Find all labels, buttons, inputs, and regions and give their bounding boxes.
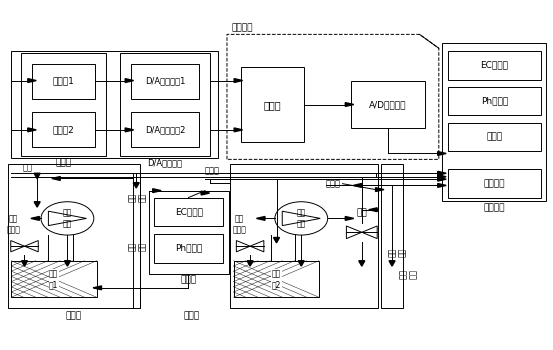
Polygon shape	[201, 191, 210, 195]
Bar	[241, 67, 304, 142]
Polygon shape	[438, 152, 446, 155]
Bar	[11, 51, 218, 158]
Bar	[131, 64, 200, 99]
Polygon shape	[353, 183, 362, 187]
Text: 过滤
器2: 过滤 器2	[272, 270, 281, 289]
Polygon shape	[438, 172, 446, 175]
Text: 变频器1: 变频器1	[53, 77, 74, 86]
Bar	[154, 234, 223, 262]
Polygon shape	[345, 217, 354, 220]
Polygon shape	[298, 261, 304, 266]
Polygon shape	[438, 183, 446, 187]
Text: Ph传感器: Ph传感器	[175, 244, 202, 253]
Bar	[149, 191, 228, 274]
Text: EC测量仪: EC测量仪	[481, 61, 508, 70]
Text: 过滤
器1: 过滤 器1	[49, 270, 59, 289]
Text: 水管: 水管	[22, 163, 32, 172]
Text: 吸肥
液泵: 吸肥 液泵	[63, 209, 72, 228]
Text: 控制系统: 控制系统	[231, 24, 253, 33]
Polygon shape	[34, 173, 40, 178]
Polygon shape	[153, 189, 161, 192]
Bar	[448, 169, 541, 197]
Bar	[441, 43, 546, 201]
Polygon shape	[369, 208, 377, 212]
Bar	[154, 198, 223, 226]
Polygon shape	[52, 176, 60, 180]
Polygon shape	[389, 261, 395, 266]
Text: 检测仪表: 检测仪表	[484, 179, 505, 188]
Text: 吸酸
液泵: 吸酸 液泵	[296, 209, 306, 228]
Text: 肥料
导管: 肥料 导管	[128, 241, 147, 251]
Bar	[119, 54, 211, 156]
Text: A/D转换模块: A/D转换模块	[369, 100, 406, 109]
Polygon shape	[234, 79, 243, 83]
Bar	[448, 87, 541, 115]
Text: 过滤器: 过滤器	[486, 132, 503, 141]
Text: 酸液
电磁阀: 酸液 电磁阀	[232, 215, 246, 234]
Text: 酸液罐: 酸液罐	[183, 311, 199, 320]
Polygon shape	[64, 261, 70, 266]
Bar	[229, 163, 378, 308]
Bar	[131, 112, 200, 147]
Text: 酸液
导管: 酸液 导管	[388, 247, 407, 257]
Bar	[448, 122, 541, 151]
Bar	[8, 163, 140, 308]
Text: 酸液
装置: 酸液 装置	[399, 269, 418, 279]
Bar	[20, 54, 106, 156]
Text: D/A转换模块2: D/A转换模块2	[145, 125, 185, 134]
Text: 水阀: 水阀	[357, 208, 367, 217]
Polygon shape	[133, 183, 139, 188]
Polygon shape	[28, 128, 36, 132]
Text: 控制器: 控制器	[264, 100, 281, 110]
Bar	[32, 64, 95, 99]
Polygon shape	[438, 177, 446, 181]
Bar	[32, 112, 95, 147]
Polygon shape	[22, 261, 28, 266]
Polygon shape	[359, 261, 365, 266]
Polygon shape	[93, 286, 102, 290]
Text: Ph测量仪: Ph测量仪	[481, 97, 508, 106]
Polygon shape	[345, 103, 354, 106]
Text: 酸液管: 酸液管	[326, 179, 341, 188]
Text: 肥料管: 肥料管	[205, 167, 220, 176]
Polygon shape	[34, 202, 40, 207]
Text: D/A转换模块: D/A转换模块	[148, 159, 182, 168]
Text: EC传感器: EC传感器	[175, 208, 203, 217]
Polygon shape	[247, 261, 253, 266]
Text: 测量装置: 测量装置	[483, 203, 504, 212]
Polygon shape	[234, 128, 243, 132]
Polygon shape	[125, 79, 134, 83]
Bar	[233, 261, 319, 297]
Text: 传感器: 传感器	[180, 276, 196, 285]
Text: 变频器: 变频器	[55, 159, 71, 168]
Text: D/A转换模块1: D/A转换模块1	[145, 77, 185, 86]
Bar	[11, 261, 97, 297]
Text: 肥料罐: 肥料罐	[66, 311, 82, 320]
Polygon shape	[375, 188, 384, 191]
Text: 肥料
装置: 肥料 装置	[128, 193, 147, 202]
Bar	[351, 81, 425, 128]
Polygon shape	[274, 238, 279, 243]
Polygon shape	[438, 175, 446, 178]
Bar	[381, 163, 403, 308]
Polygon shape	[28, 79, 36, 83]
Text: 肥料
电磁阀: 肥料 电磁阀	[7, 215, 20, 234]
Text: 变频器2: 变频器2	[53, 125, 74, 134]
Polygon shape	[31, 217, 39, 220]
Polygon shape	[125, 128, 134, 132]
Polygon shape	[257, 217, 265, 220]
Bar	[448, 51, 541, 79]
